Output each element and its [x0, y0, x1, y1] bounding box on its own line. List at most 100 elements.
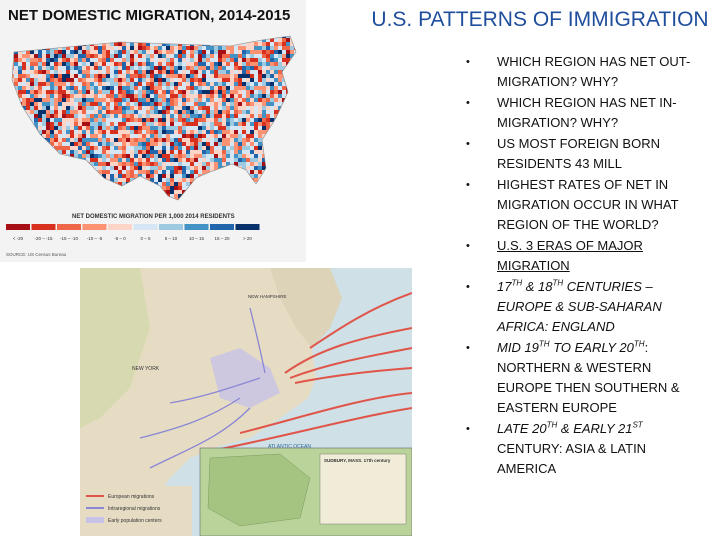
map-label: NEW HAMPSHIRE: [248, 294, 287, 299]
county: [258, 138, 262, 142]
county: [166, 166, 170, 170]
county: [250, 86, 254, 90]
county: [266, 70, 270, 74]
county: [118, 142, 122, 146]
county: [222, 74, 226, 78]
county: [146, 134, 150, 138]
county: [258, 46, 262, 50]
county: [62, 102, 66, 106]
county: [122, 50, 126, 54]
county: [154, 50, 158, 54]
county: [82, 150, 86, 154]
county: [118, 82, 122, 86]
county: [118, 94, 122, 98]
county: [178, 102, 182, 106]
county: [222, 126, 226, 130]
county: [74, 130, 78, 134]
county: [38, 122, 42, 126]
county: [182, 50, 186, 54]
county: [90, 58, 94, 62]
county: [174, 150, 178, 154]
county: [70, 78, 74, 82]
county: [134, 98, 138, 102]
county: [150, 146, 154, 150]
county: [34, 86, 38, 90]
county: [106, 58, 110, 62]
county: [12, 78, 14, 82]
county: [186, 66, 190, 70]
county: [218, 94, 222, 98]
county: [166, 158, 170, 162]
county: [150, 174, 154, 178]
county: [106, 150, 110, 154]
county: [22, 98, 26, 102]
county: [62, 82, 66, 86]
county: [86, 118, 90, 122]
county: [26, 62, 30, 66]
county: [154, 86, 158, 90]
county: [218, 146, 222, 150]
county: [258, 98, 262, 102]
county: [42, 130, 46, 134]
county: [158, 42, 162, 46]
county: [254, 70, 258, 74]
county: [202, 98, 206, 102]
county: [210, 154, 214, 158]
county: [106, 126, 110, 130]
county: [114, 66, 118, 70]
county: [90, 126, 94, 130]
county: [206, 82, 210, 86]
county: [206, 162, 210, 166]
county: [86, 110, 90, 114]
county: [250, 74, 254, 78]
county: [250, 54, 254, 58]
county: [246, 146, 250, 150]
county: [134, 150, 138, 154]
county: [22, 74, 26, 78]
county: [210, 46, 214, 50]
county: [210, 58, 214, 62]
county: [138, 114, 142, 118]
county: [238, 74, 242, 78]
county: [146, 98, 150, 102]
county: [98, 150, 102, 154]
county: [226, 54, 230, 58]
county: [150, 74, 154, 78]
county: [78, 70, 82, 74]
county: [98, 50, 102, 54]
county: [238, 110, 242, 114]
county: [234, 66, 238, 70]
county: [182, 170, 186, 174]
county: [210, 70, 214, 74]
county: [250, 142, 254, 146]
county: [122, 54, 126, 58]
county: [86, 70, 90, 74]
county: [110, 134, 114, 138]
county: [62, 70, 66, 74]
county: [178, 70, 182, 74]
county: [278, 62, 282, 66]
county: [166, 118, 170, 122]
county: [102, 118, 106, 122]
county: [38, 98, 42, 102]
county: [254, 46, 258, 50]
county: [286, 46, 290, 50]
county: [126, 70, 130, 74]
county: [150, 154, 154, 158]
county: [258, 126, 262, 130]
county: [218, 54, 222, 58]
county: [246, 90, 250, 94]
county: [134, 114, 138, 118]
county: [130, 102, 134, 106]
county: [190, 46, 194, 50]
county: [58, 130, 62, 134]
county: [206, 146, 210, 150]
county: [154, 154, 158, 158]
county: [218, 134, 222, 138]
county: [90, 150, 94, 154]
county: [62, 142, 66, 146]
bullet: LATE 20TH & EARLY 21ST CENTURY: ASIA & L…: [466, 419, 706, 479]
county: [18, 66, 22, 70]
county: [58, 50, 62, 54]
county: [62, 150, 66, 154]
